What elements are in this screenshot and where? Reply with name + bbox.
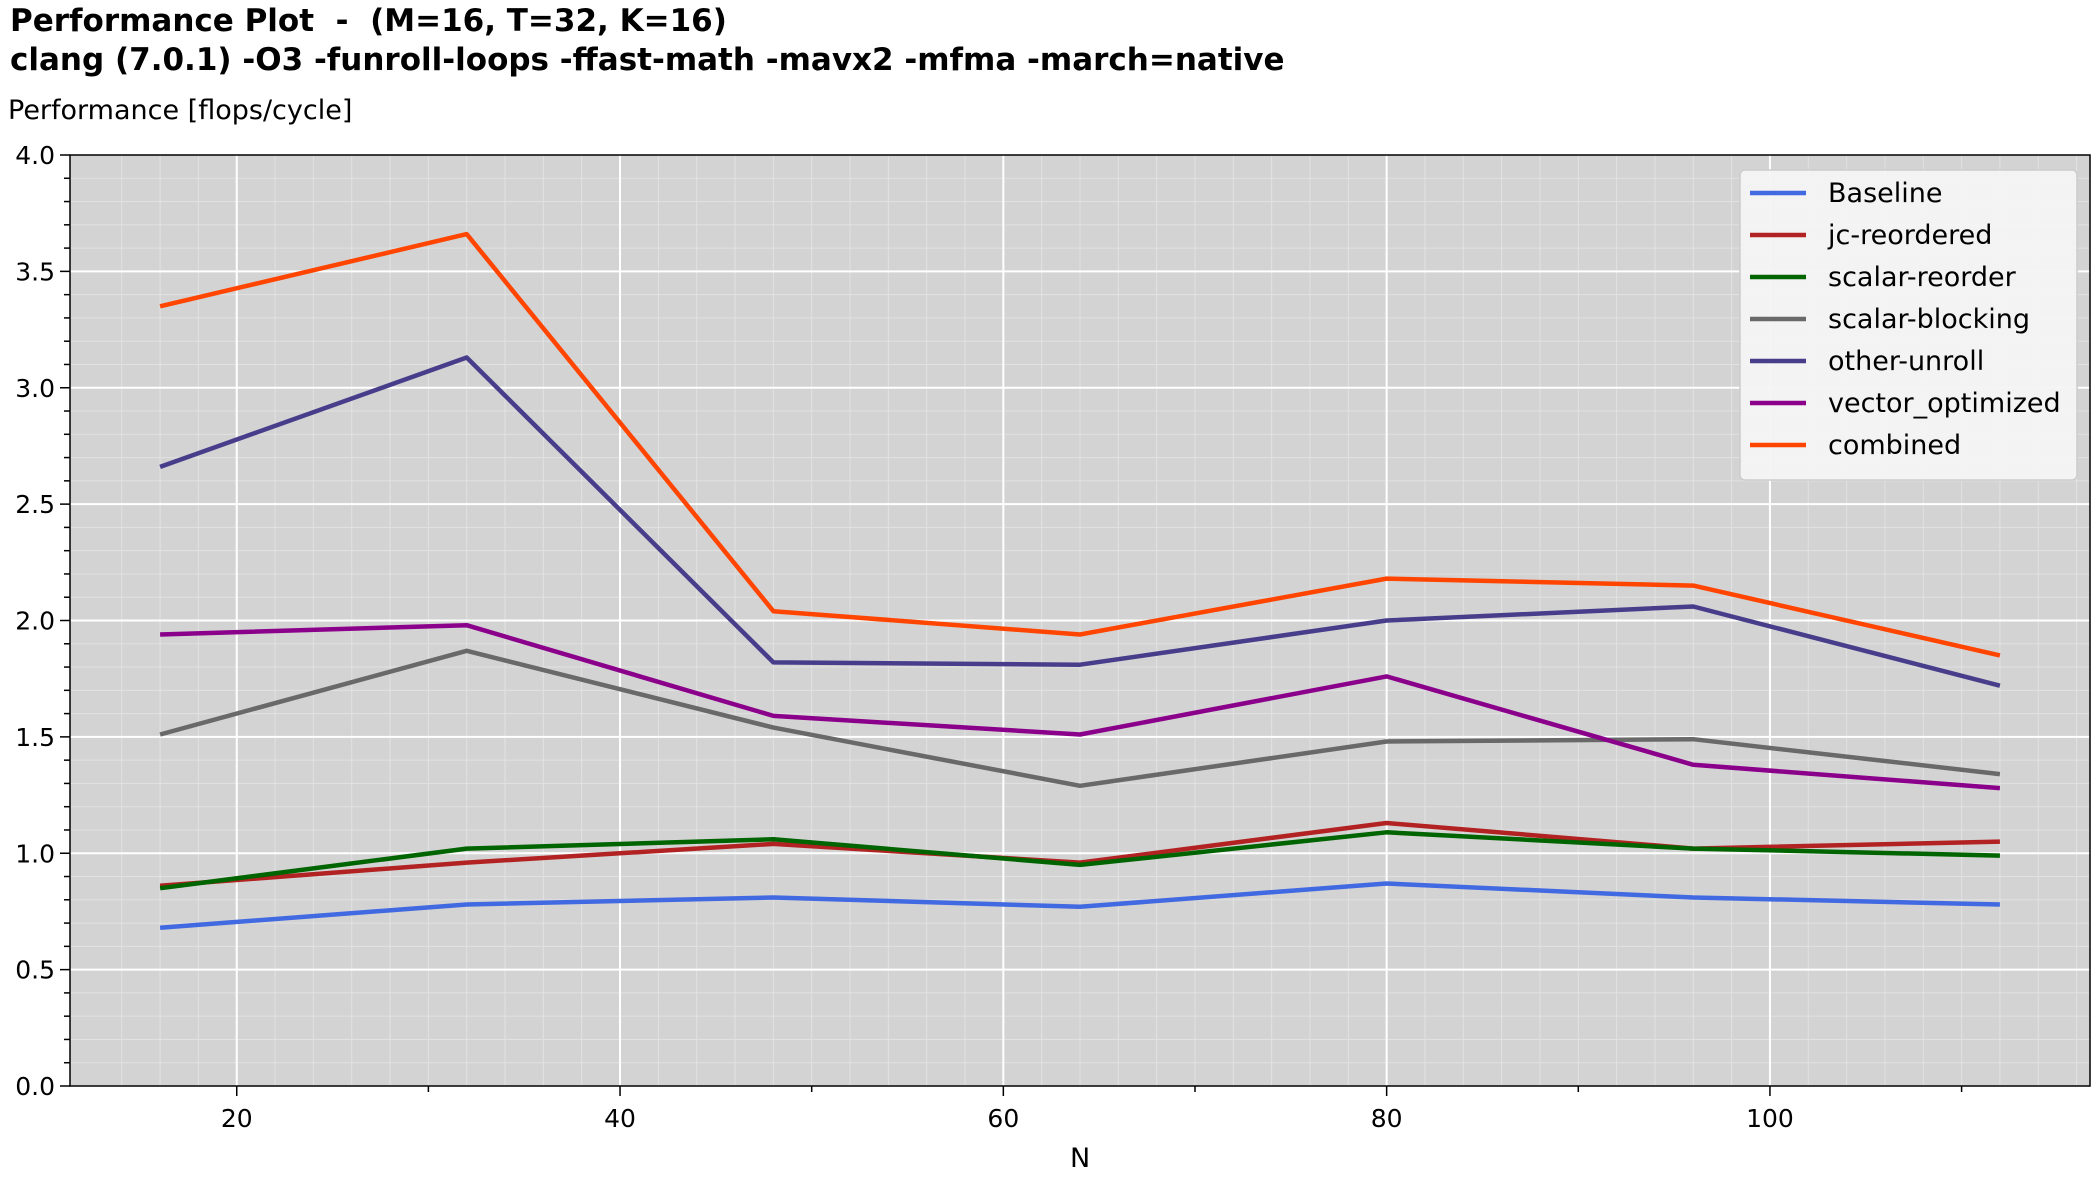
x-tick-label: 60 bbox=[987, 1104, 1019, 1133]
axis-ticks bbox=[60, 154, 1963, 1096]
x-tick-label: 80 bbox=[1371, 1104, 1403, 1133]
x-tick-label: 100 bbox=[1746, 1104, 1794, 1133]
legend: Baseline jc-reordered scalar-reorder scalar… bbox=[1739, 169, 2078, 481]
tick-labels: 20 40 60 80 100 0.0 0.5 1.0 1.5 2.0 2.5 3.0 3.5 4.0 bbox=[15, 141, 1794, 1133]
y-axis-label: Performance [flops/cycle] bbox=[8, 95, 353, 126]
y-tick-label: 4.0 bbox=[15, 141, 55, 170]
x-tick-label: 20 bbox=[221, 1104, 253, 1133]
y-tick-label: 0.0 bbox=[15, 1072, 55, 1101]
x-tick-label: 40 bbox=[604, 1104, 636, 1133]
legend-label-combined: combined bbox=[1828, 430, 1961, 461]
y-tick-label: 3.0 bbox=[15, 374, 55, 403]
legend-label-scalar-reorder: scalar-reorder bbox=[1828, 262, 2017, 293]
chart-subtitle: clang (7.0.1) -O3 -funroll-loops -ffast-… bbox=[10, 42, 1285, 78]
legend-label-scalar-blocking: scalar-blocking bbox=[1828, 304, 2030, 335]
x-axis-label: N bbox=[1070, 1143, 1091, 1174]
legend-label-baseline: Baseline bbox=[1828, 178, 1942, 209]
legend-label-vector-optimized: vector_optimized bbox=[1828, 388, 2061, 419]
series-line-other-unroll bbox=[159, 355, 2001, 688]
legend-label-jc-reordered: jc-reordered bbox=[1827, 220, 1992, 251]
y-tick-label: 1.5 bbox=[15, 723, 55, 752]
legend-box bbox=[1739, 169, 2078, 481]
y-tick-label: 3.5 bbox=[15, 257, 55, 286]
series-lines bbox=[159, 231, 2001, 930]
series-line-baseline bbox=[159, 881, 2000, 930]
y-tick-label: 2.0 bbox=[15, 607, 55, 636]
series-line-combined bbox=[159, 231, 2001, 658]
chart-title: Performance Plot - (M=16, T=32, K=16) bbox=[10, 3, 727, 39]
y-tick-label: 0.5 bbox=[15, 956, 55, 985]
series-line-scalar-reorder bbox=[159, 830, 2000, 891]
series-line-vector-optimized bbox=[160, 622, 2001, 791]
legend-label-other-unroll: other-unroll bbox=[1828, 346, 1984, 377]
y-tick-label: 2.5 bbox=[15, 490, 55, 519]
series-line-scalar-blocking bbox=[159, 648, 2001, 789]
y-tick-label: 1.0 bbox=[15, 839, 55, 868]
